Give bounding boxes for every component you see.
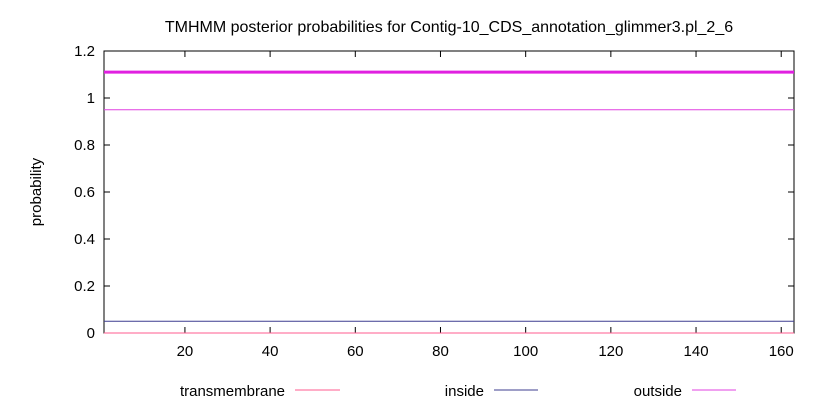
y-axis-ticks: 0 0.2 0.4 0.6 0.8 1 1.2 xyxy=(74,43,794,342)
y-tick-label: 0 xyxy=(87,325,95,342)
x-axis-ticks: 20 40 60 80 100 120 140 160 xyxy=(177,51,794,360)
y-tick-label: 0.2 xyxy=(74,278,95,295)
y-tick-label: 0.6 xyxy=(74,184,95,201)
x-tick-label: 80 xyxy=(432,343,449,360)
x-tick-label: 100 xyxy=(513,343,538,360)
y-tick-label: 0.8 xyxy=(74,137,95,154)
x-tick-label: 160 xyxy=(769,343,794,360)
y-tick-label: 1 xyxy=(87,90,95,107)
x-tick-label: 20 xyxy=(177,343,194,360)
chart-title: TMHMM posterior probabilities for Contig… xyxy=(165,19,733,36)
legend-label-transmembrane: transmembrane xyxy=(180,383,285,400)
y-axis-label: probability xyxy=(28,157,45,226)
legend-label-inside: inside xyxy=(445,383,484,400)
plot-lines xyxy=(104,70,794,334)
legend: transmembrane inside outside xyxy=(180,383,736,400)
legend-label-outside: outside xyxy=(634,383,682,400)
x-tick-label: 40 xyxy=(262,343,279,360)
x-tick-label: 140 xyxy=(684,343,709,360)
y-tick-label: 1.2 xyxy=(74,43,95,60)
x-tick-label: 120 xyxy=(598,343,623,360)
y-tick-label: 0.4 xyxy=(74,231,95,248)
plot-frame xyxy=(103,50,795,334)
x-tick-label: 60 xyxy=(347,343,364,360)
